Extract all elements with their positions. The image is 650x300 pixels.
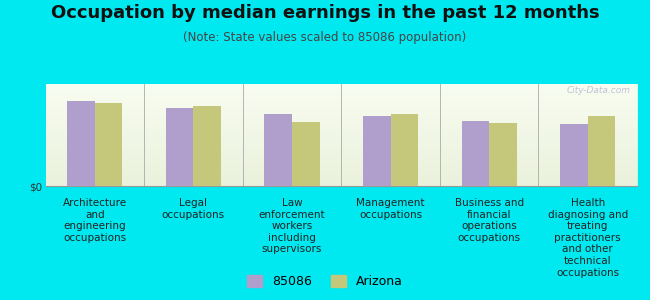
Bar: [265, 114, 292, 186]
Text: City-Data.com: City-Data.com: [567, 86, 631, 95]
Text: Occupation by median earnings in the past 12 months: Occupation by median earnings in the pas…: [51, 4, 599, 22]
Bar: [166, 108, 193, 186]
Text: Health
diagnosing and
treating
practitioners
and other
technical
occupations: Health diagnosing and treating practitio…: [547, 198, 628, 278]
Bar: [462, 121, 489, 186]
Bar: [363, 116, 391, 186]
Bar: [588, 116, 616, 186]
Text: Management
occupations: Management occupations: [356, 198, 425, 220]
Bar: [67, 100, 95, 186]
Text: Legal
occupations: Legal occupations: [162, 198, 225, 220]
Legend: 85086, Arizona: 85086, Arizona: [245, 273, 405, 291]
Text: Law
enforcement
workers
including
supervisors: Law enforcement workers including superv…: [259, 198, 325, 254]
Bar: [560, 124, 588, 186]
Text: Architecture
and
engineering
occupations: Architecture and engineering occupations: [63, 198, 127, 243]
Bar: [391, 114, 418, 186]
Bar: [95, 103, 122, 186]
Text: (Note: State values scaled to 85086 population): (Note: State values scaled to 85086 popu…: [183, 32, 467, 44]
Bar: [489, 123, 517, 186]
Bar: [194, 106, 221, 186]
Bar: [292, 122, 320, 186]
Text: Business and
financial
operations
occupations: Business and financial operations occupa…: [454, 198, 524, 243]
